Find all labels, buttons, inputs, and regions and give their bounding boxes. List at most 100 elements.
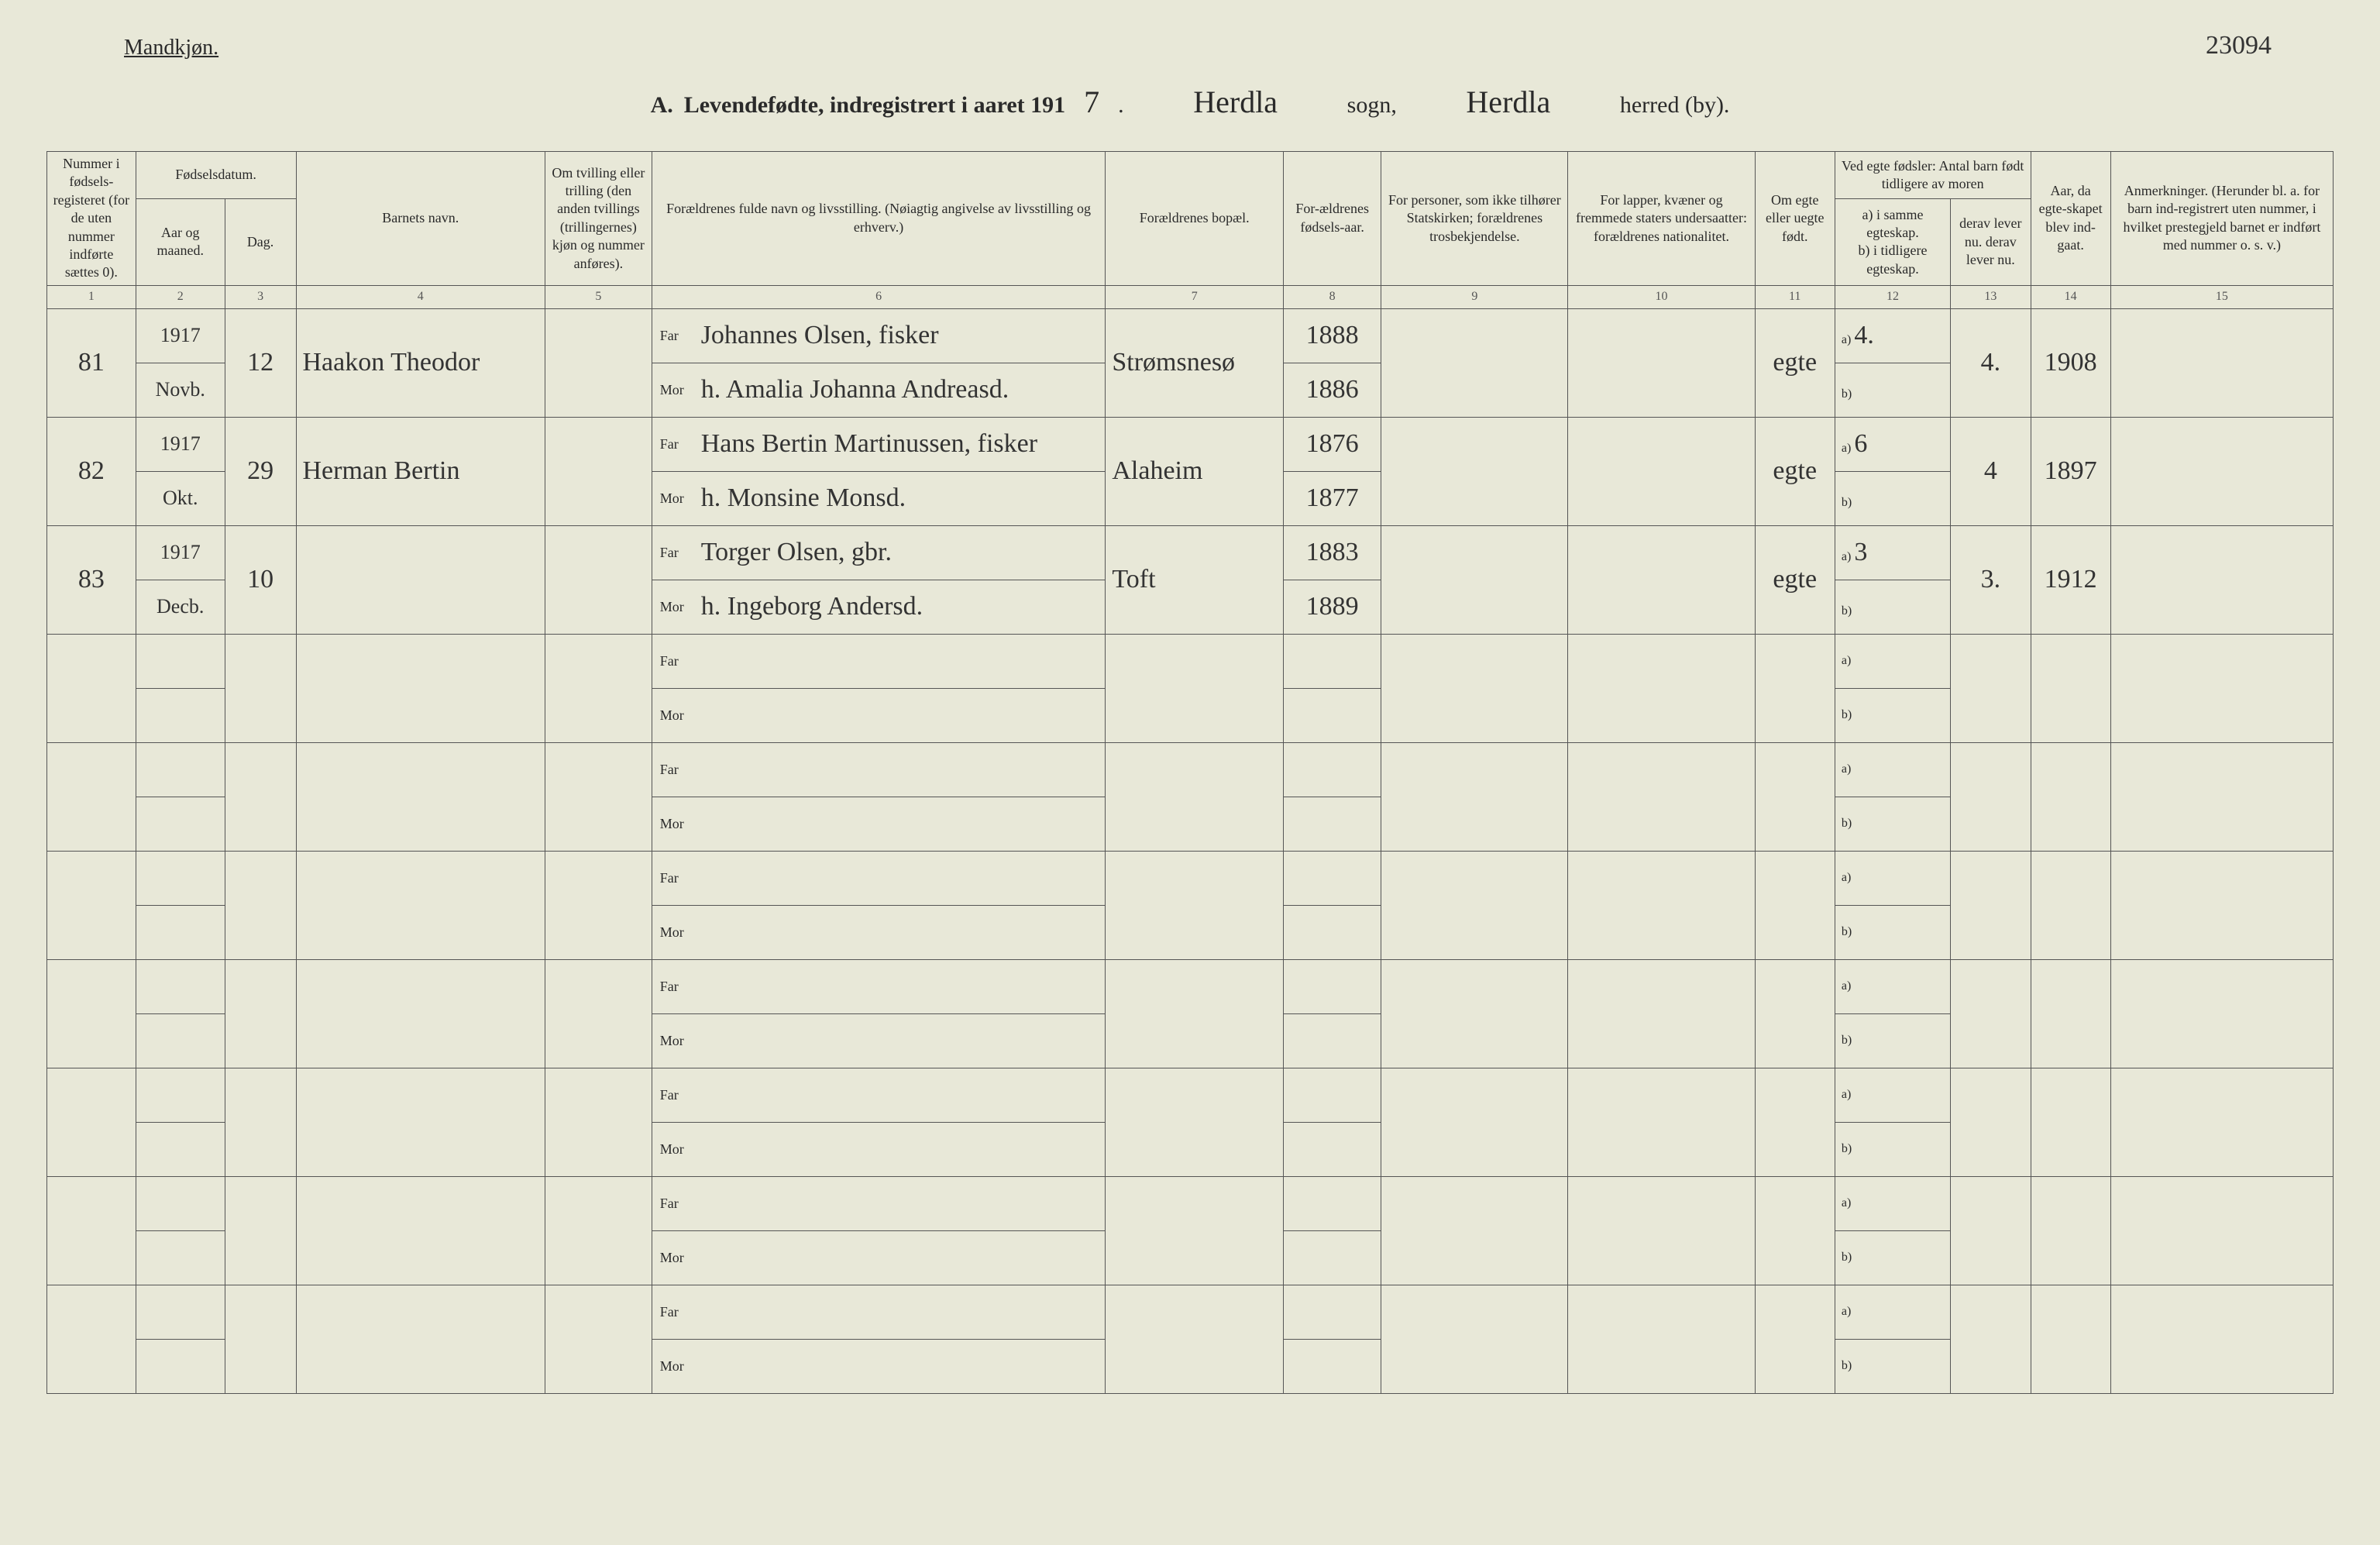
cell-empty (1284, 1122, 1381, 1176)
cell-empty (2031, 634, 2110, 742)
cell-prior-b: b) (1835, 1339, 1950, 1393)
cell-residence: Toft (1106, 525, 1284, 634)
cell-empty (545, 1068, 652, 1176)
cell-child-name: Herman Bertin (296, 417, 545, 525)
mor-label: Mor (652, 797, 696, 851)
cell-empty (1951, 851, 2031, 959)
cell-mother-name: h. Amalia Johanna Andreasd. (696, 363, 1106, 417)
cell-prior-a: a) 6 (1835, 417, 1950, 471)
far-label: Far (652, 742, 696, 797)
cell-empty (696, 851, 1106, 905)
colnum: 8 (1284, 285, 1381, 308)
cell-twin (545, 417, 652, 525)
cell-empty (136, 1176, 225, 1230)
cell-empty (1951, 634, 2031, 742)
cell-mother-name: h. Ingeborg Andersd. (696, 580, 1106, 634)
cell-marriage-year: 1897 (2031, 417, 2110, 525)
mor-label: Mor (652, 1122, 696, 1176)
sogn-label: sogn, (1347, 92, 1397, 119)
cell-empty (545, 1176, 652, 1285)
cell-empty (1106, 1176, 1284, 1285)
col-header-surviving: derav lever nu. derav lever nu. (1951, 198, 2031, 285)
cell-prior-a: a) (1835, 1068, 1950, 1122)
cell-prior-b: b) (1835, 363, 1950, 417)
cell-empty (2110, 959, 2333, 1068)
cell-prior-b: b) (1835, 1122, 1950, 1176)
far-label: Far (652, 1285, 696, 1339)
cell-empty (545, 959, 652, 1068)
col-header-day: Dag. (225, 198, 296, 285)
cell-empty (296, 634, 545, 742)
cell-empty (1284, 959, 1381, 1013)
cell-empty (225, 634, 296, 742)
cell-empty (1568, 1176, 1755, 1285)
sogn-value: Herdla (1135, 84, 1336, 120)
cell-marriage-year: 1908 (2031, 308, 2110, 417)
colnum: 9 (1381, 285, 1568, 308)
cell-empty (1381, 1068, 1568, 1176)
cell-empty (47, 851, 136, 959)
cell-empty (1381, 742, 1568, 851)
cell-prior-b: b) (1835, 1230, 1950, 1285)
cell-empty (225, 959, 296, 1068)
cell-empty (696, 905, 1106, 959)
cell-empty (225, 742, 296, 851)
cell-empty (136, 1230, 225, 1285)
cell-day: 12 (225, 308, 296, 417)
cell-empty (47, 634, 136, 742)
cell-empty (1106, 1285, 1284, 1393)
cell-prior-b: b) (1835, 905, 1950, 959)
cell-empty (696, 688, 1106, 742)
col-header-child-name: Barnets navn. (296, 152, 545, 286)
cell-father-name: Torger Olsen, gbr. (696, 525, 1106, 580)
cell-empty (2031, 742, 2110, 851)
cell-religion (1381, 525, 1568, 634)
cell-empty (1284, 1068, 1381, 1122)
gender-label: Mandkjøn. (46, 36, 218, 60)
far-label: Far (652, 525, 696, 580)
colnum: 10 (1568, 285, 1755, 308)
cell-mother-year: 1889 (1284, 580, 1381, 634)
cell-prior-a: a) (1835, 742, 1950, 797)
cell-empty (545, 1285, 652, 1393)
cell-empty (696, 1013, 1106, 1068)
cell-empty (1755, 1176, 1835, 1285)
mor-label: Mor (652, 1230, 696, 1285)
cell-remarks (2110, 525, 2333, 634)
cell-prior-a: a) 4. (1835, 308, 1950, 363)
cell-empty (1284, 1339, 1381, 1393)
cell-empty (1106, 851, 1284, 959)
cell-number: 82 (47, 417, 136, 525)
cell-empty (1951, 1176, 2031, 1285)
col-header-marriage-year: Aar, da egte-skapet blev ind-gaat. (2031, 152, 2110, 286)
mor-label: Mor (652, 471, 696, 525)
cell-empty (1755, 1068, 1835, 1176)
cell-day: 29 (225, 417, 296, 525)
cell-remarks (2110, 308, 2333, 417)
title-main: Levendefødte, indregistrert i aaret 191 (684, 92, 1065, 119)
cell-empty (225, 851, 296, 959)
table-row-empty: Far a) (47, 634, 2334, 688)
cell-empty (1755, 851, 1835, 959)
cell-empty (1568, 634, 1755, 742)
cell-empty (1284, 1013, 1381, 1068)
cell-empty (696, 1122, 1106, 1176)
colnum: 3 (225, 285, 296, 308)
cell-prior-b: b) (1835, 797, 1950, 851)
cell-year: 1917 (136, 308, 225, 363)
cell-empty (136, 634, 225, 688)
table-row-empty: Far a) (47, 1285, 2334, 1339)
cell-empty (1106, 959, 1284, 1068)
mor-label: Mor (652, 1013, 696, 1068)
cell-mother-name: h. Monsine Monsd. (696, 471, 1106, 525)
cell-empty (1755, 742, 1835, 851)
cell-empty (1381, 1285, 1568, 1393)
far-label: Far (652, 634, 696, 688)
cell-empty (1284, 851, 1381, 905)
cell-empty (2031, 1285, 2110, 1393)
cell-empty (2031, 959, 2110, 1068)
cell-father-year: 1876 (1284, 417, 1381, 471)
far-label: Far (652, 1068, 696, 1122)
table-row-empty: Far a) (47, 959, 2334, 1013)
colnum: 15 (2110, 285, 2333, 308)
